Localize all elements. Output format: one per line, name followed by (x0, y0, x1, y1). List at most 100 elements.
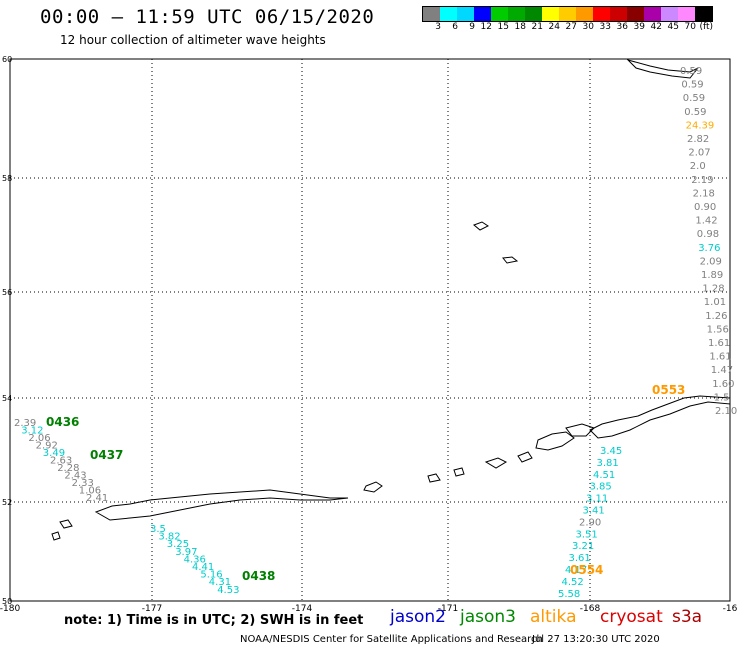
scale-label: 18 (514, 22, 526, 32)
wave-height-label: 1.06 (79, 486, 101, 497)
wave-height-label: 3.12 (21, 426, 43, 437)
color-swatch (423, 7, 440, 21)
scale-label: 12 (480, 22, 492, 32)
wave-height-label: 0.98 (697, 229, 719, 240)
wave-height-label: 1.01 (704, 297, 726, 308)
alaska-peninsula (626, 59, 699, 79)
satellite-legend-item: jason3 (460, 607, 516, 627)
scale-label: 6 (452, 22, 458, 32)
wave-height-label: 2.06 (28, 433, 50, 444)
map-subtitle: 12 hour collection of altimeter wave hei… (60, 33, 326, 47)
satellite-legend-item: altika (530, 607, 577, 627)
scale-label: 36 (616, 22, 628, 32)
color-swatch (644, 7, 661, 21)
fox-islands (565, 423, 595, 437)
scale-label: 15 (497, 22, 509, 32)
scale-label: 45 (667, 22, 679, 32)
scale-label: 30 (582, 22, 594, 32)
altimeter-track: 3.453.814.513.853.113.412.903.513.213.61… (558, 446, 622, 600)
eastern-aleutians (589, 395, 731, 439)
latitude-label: 56 (2, 288, 12, 297)
wave-height-label: 2.10 (715, 406, 737, 417)
islands-of-four-mountains (517, 451, 533, 463)
wave-height-label: 4.51 (593, 470, 615, 481)
wave-height-label: 3.5 (150, 524, 166, 535)
fox-islands (535, 431, 575, 451)
wave-height-label: 2.09 (700, 256, 722, 267)
latitude-label: 50 (2, 597, 12, 606)
latitude-label: 58 (2, 174, 12, 183)
andreanof-islands (363, 481, 383, 493)
wave-height-label: 3.61 (569, 553, 591, 564)
color-swatch (491, 7, 508, 21)
wave-height-label: 1.60 (712, 379, 734, 390)
color-swatch (610, 7, 627, 21)
color-swatch (542, 7, 559, 21)
wave-height-label: 5.58 (558, 589, 580, 600)
color-swatch (678, 7, 695, 21)
scale-unit: (ft) (699, 22, 713, 32)
wave-height-label: 1.56 (707, 324, 729, 335)
color-swatch (457, 7, 474, 21)
color-swatch (525, 7, 542, 21)
wave-height-label: 24.39 (686, 120, 715, 131)
color-swatch (508, 7, 525, 21)
wave-height-label: 0.90 (694, 202, 716, 213)
wave-height-label: 2.41 (86, 493, 108, 504)
altimeter-track: 2.393.122.062.923.492.632.282.432.331.06… (14, 415, 108, 504)
wave-height-label: 4.31 (209, 577, 231, 588)
wave-height-label: 5.16 (200, 570, 222, 581)
rat-islands (94, 489, 349, 521)
wave-height-label: 4.52 (562, 577, 584, 588)
color-swatch (627, 7, 644, 21)
wave-height-label: 1.89 (701, 270, 723, 281)
scale-label: 21 (531, 22, 543, 32)
wave-height-label: 3.82 (158, 532, 180, 543)
wave-height-label: 3.11 (586, 494, 608, 505)
scale-label: 70 (684, 22, 696, 32)
wave-height-label: 4.41 (192, 562, 214, 573)
scale-label: 27 (565, 22, 577, 32)
wave-height-label: 1.26 (705, 311, 727, 322)
wave-height-label: 0.59 (680, 66, 702, 77)
wave-height-label: 0.59 (684, 107, 706, 118)
color-swatch (695, 7, 712, 21)
altimeter-tracks: 2.393.122.062.923.492.632.282.432.331.06… (14, 66, 737, 600)
wave-height-label: 0.59 (681, 80, 703, 91)
graticule (9, 58, 731, 602)
wave-height-label: 1.47 (711, 365, 733, 376)
wave-height-label: 1.28 (702, 284, 724, 295)
color-swatch (576, 7, 593, 21)
wave-height-label: 0.59 (683, 93, 705, 104)
latitude-label: 52 (2, 498, 12, 507)
wave-height-label: 2.07 (688, 148, 710, 159)
pass-time-label: 0553 (652, 383, 685, 397)
satellite-legend-item: s3a (672, 607, 703, 627)
wave-height-label: 4.53 (217, 585, 239, 596)
color-swatch (661, 7, 678, 21)
near-islands (51, 531, 61, 541)
wave-height-label: 2.0 (690, 161, 706, 172)
altimeter-track: 0437 (90, 448, 123, 462)
coastline (51, 59, 731, 541)
satellite-legend-item: jason2 (390, 607, 446, 627)
wave-height-label: 3.85 (590, 482, 612, 493)
scale-label: 42 (650, 22, 662, 32)
wave-height-label: 2.33 (72, 478, 94, 489)
credit-text: NOAA/NESDIS Center for Satellite Applica… (240, 634, 543, 645)
wave-height-label: 2.28 (57, 463, 79, 474)
color-swatch (593, 7, 610, 21)
wave-height-label: 3.41 (583, 506, 605, 517)
latitude-label: 54 (2, 394, 12, 403)
wave-height-label: 1.42 (695, 216, 717, 227)
wave-height-label: 1.61 (709, 352, 731, 363)
wave-height-label: 2.92 (36, 441, 58, 452)
timestamp-text: Jul 27 13:20:30 UTC 2020 (532, 634, 660, 645)
wave-height-label: 2.63 (50, 456, 72, 467)
scale-label: 24 (548, 22, 560, 32)
wave-height-label: 2.90 (579, 517, 601, 528)
color-swatch (474, 7, 491, 21)
longitude-label: -177 (142, 604, 162, 614)
pass-time-label: 0436 (46, 415, 79, 429)
